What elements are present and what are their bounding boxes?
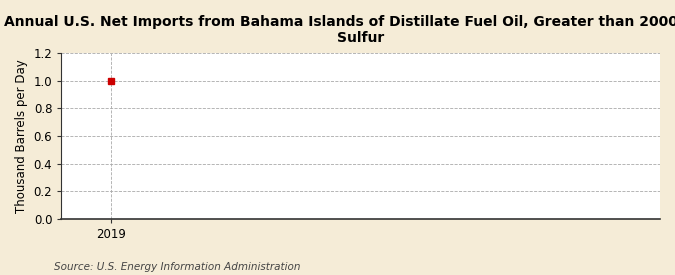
Text: Source: U.S. Energy Information Administration: Source: U.S. Energy Information Administ… — [54, 262, 300, 272]
Title: Annual U.S. Net Imports from Bahama Islands of Distillate Fuel Oil, Greater than: Annual U.S. Net Imports from Bahama Isla… — [4, 15, 675, 45]
Y-axis label: Thousand Barrels per Day: Thousand Barrels per Day — [15, 59, 28, 213]
